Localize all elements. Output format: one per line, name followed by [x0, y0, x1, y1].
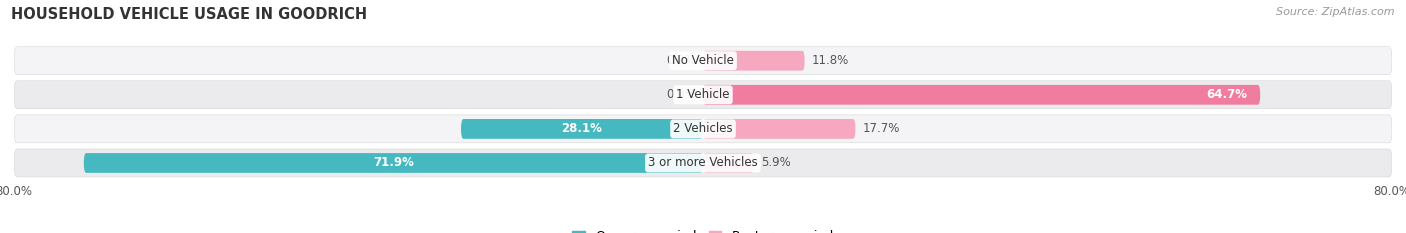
Text: 0.0%: 0.0%	[666, 54, 696, 67]
FancyBboxPatch shape	[14, 149, 1392, 177]
Text: 71.9%: 71.9%	[373, 157, 413, 169]
Text: 3 or more Vehicles: 3 or more Vehicles	[648, 157, 758, 169]
Text: 5.9%: 5.9%	[761, 157, 790, 169]
Text: Source: ZipAtlas.com: Source: ZipAtlas.com	[1277, 7, 1395, 17]
FancyBboxPatch shape	[703, 51, 804, 71]
Text: 0.0%: 0.0%	[666, 88, 696, 101]
Text: 64.7%: 64.7%	[1206, 88, 1247, 101]
FancyBboxPatch shape	[14, 81, 1392, 109]
Legend: Owner-occupied, Renter-occupied: Owner-occupied, Renter-occupied	[568, 225, 838, 233]
FancyBboxPatch shape	[703, 153, 754, 173]
FancyBboxPatch shape	[14, 47, 1392, 75]
FancyBboxPatch shape	[703, 119, 855, 139]
FancyBboxPatch shape	[461, 119, 703, 139]
FancyBboxPatch shape	[14, 115, 1392, 143]
Text: 28.1%: 28.1%	[561, 122, 602, 135]
Text: 2 Vehicles: 2 Vehicles	[673, 122, 733, 135]
Text: 17.7%: 17.7%	[862, 122, 900, 135]
Text: 11.8%: 11.8%	[811, 54, 849, 67]
FancyBboxPatch shape	[84, 153, 703, 173]
FancyBboxPatch shape	[703, 85, 1260, 105]
Text: HOUSEHOLD VEHICLE USAGE IN GOODRICH: HOUSEHOLD VEHICLE USAGE IN GOODRICH	[11, 7, 367, 22]
Text: No Vehicle: No Vehicle	[672, 54, 734, 67]
Text: 1 Vehicle: 1 Vehicle	[676, 88, 730, 101]
